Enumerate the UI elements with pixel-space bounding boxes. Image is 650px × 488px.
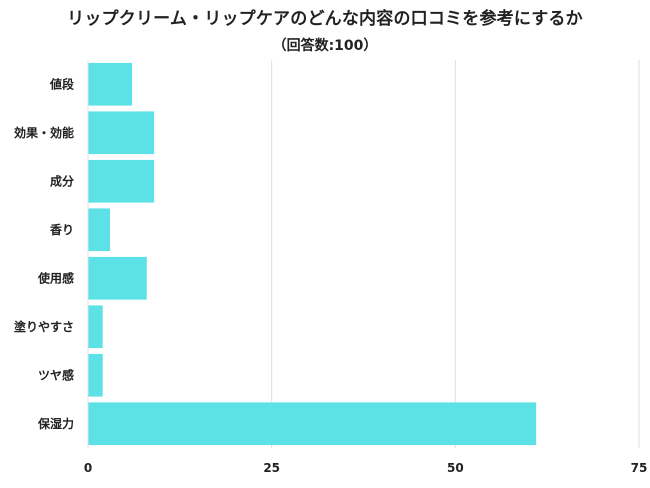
- bar-7: [88, 402, 537, 446]
- bar-1: [88, 111, 155, 155]
- chart-title: リップクリーム・リップケアのどんな内容の口コミを参考にするか: [67, 9, 583, 29]
- bar-5: [88, 305, 103, 349]
- gridlines: [271, 60, 640, 448]
- category-label-1: 効果・効能: [14, 125, 74, 140]
- category-label-0: 値段: [49, 76, 75, 91]
- x-tick-label-0: 0: [84, 461, 92, 475]
- category-label-4: 使用感: [37, 270, 74, 285]
- category-label-6: ツヤ感: [38, 367, 74, 382]
- x-tick-label-25: 25: [263, 461, 280, 475]
- bar-0: [88, 62, 133, 106]
- bars: [88, 62, 537, 446]
- category-label-5: 塗りやすさ: [14, 319, 74, 334]
- category-label-7: 保湿力: [37, 416, 74, 431]
- bar-2: [88, 159, 155, 203]
- bar-6: [88, 353, 103, 397]
- x-tick-label-75: 75: [631, 461, 648, 475]
- x-tick-label-50: 50: [447, 461, 464, 475]
- category-label-3: 香り: [49, 222, 74, 237]
- category-label-2: 成分: [50, 173, 74, 188]
- bar-3: [88, 208, 111, 252]
- bar-4: [88, 256, 147, 300]
- chart-subtitle: （回答数:100）: [272, 38, 378, 54]
